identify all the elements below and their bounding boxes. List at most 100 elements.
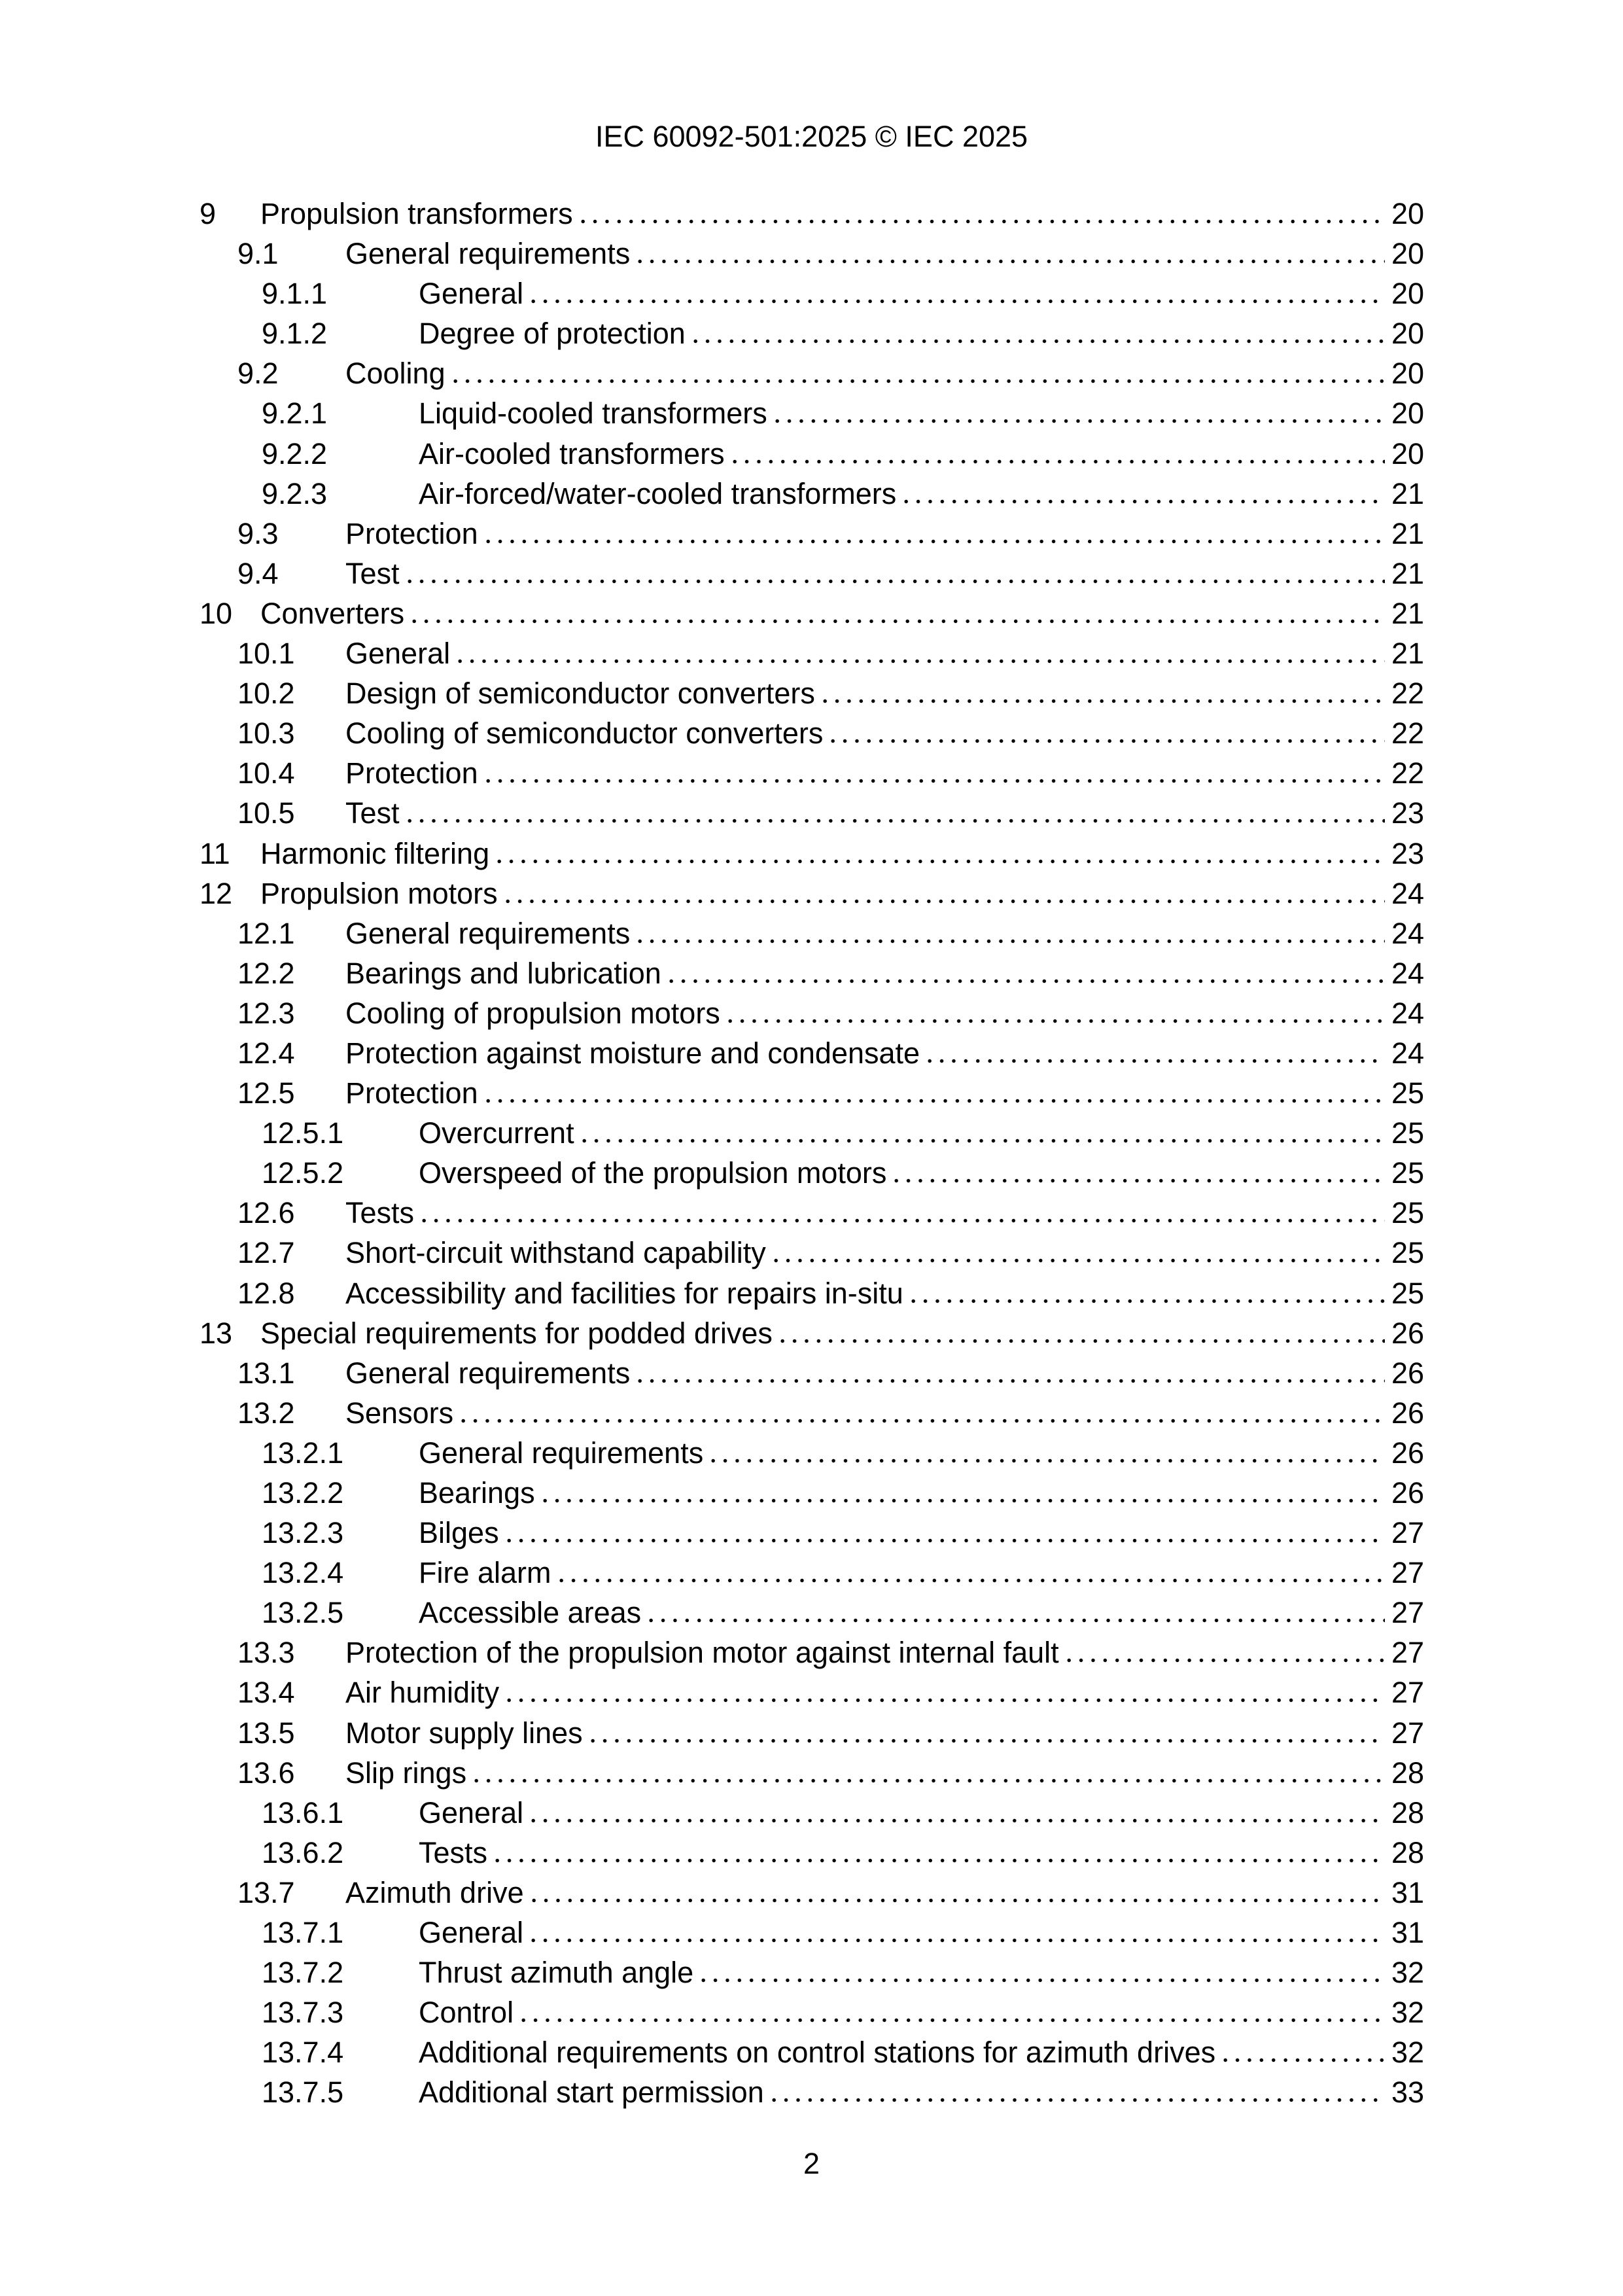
dot-leader (491, 1858, 1385, 1863)
toc-entry-number: 13.2.1 (262, 1436, 344, 1470)
toc-entry-title: Special requirements for podded drives (260, 1316, 773, 1350)
toc-entry-number: 9.2.1 (262, 397, 328, 431)
toc-entry-number: 13.6.1 (262, 1795, 344, 1829)
toc-entry: 13.6 Slip rings 28 (200, 1753, 1424, 1793)
toc-entry-title: Propulsion transformers (260, 197, 573, 230)
table-of-contents: 9 Propulsion transformers 20 9.1 General… (200, 194, 1424, 2113)
toc-entry-title: Accessibility and facilities for repairs… (345, 1276, 903, 1310)
toc-entry-page: 22 (1391, 756, 1424, 790)
dot-leader (481, 779, 1385, 784)
toc-entry: 10.4 Protection 22 (200, 753, 1424, 793)
toc-entry-page: 20 (1391, 397, 1424, 431)
toc-entry-number: 9.2.2 (262, 436, 328, 470)
dot-leader (771, 419, 1385, 424)
toc-entry-title: Bilges (419, 1516, 499, 1550)
dot-leader (1062, 1658, 1385, 1663)
dot-leader (517, 2018, 1385, 2023)
toc-entry: 12.4 Protection against moisture and con… (200, 1033, 1424, 1073)
toc-entry-number: 12.7 (237, 1236, 295, 1270)
toc-entry-title: Short-circuit withstand capability (345, 1236, 766, 1270)
dot-leader (578, 1139, 1385, 1144)
toc-entry-title: Additional requirements on control stati… (419, 2036, 1216, 2070)
toc-entry-title: Air-cooled transformers (419, 436, 725, 470)
toc-entry: 9.4 Test 21 (200, 554, 1424, 593)
dot-leader (501, 898, 1385, 904)
toc-entry-title: Motor supply lines (345, 1716, 583, 1750)
toc-entry-page: 24 (1391, 916, 1424, 950)
toc-entry-page: 21 (1391, 556, 1424, 590)
toc-entry-number: 13.6 (237, 1756, 295, 1790)
dot-leader (403, 578, 1385, 584)
toc-entry-number: 13.7 (237, 1875, 295, 1909)
toc-entry-number: 10.2 (237, 677, 295, 711)
toc-entry: 9.1.2 Degree of protection 20 (200, 313, 1424, 353)
toc-entry-title: Protection (345, 756, 478, 790)
toc-entry-number: 10 (200, 596, 233, 630)
toc-entry-number: 11 (200, 836, 230, 870)
toc-entry-title: Additional start permission (419, 2075, 764, 2110)
toc-entry-page: 25 (1391, 1196, 1424, 1230)
toc-entry-number: 12.6 (237, 1196, 295, 1230)
toc-entry: 9.2.3 Air-forced/water-cooled transforme… (200, 474, 1424, 514)
toc-entry-title: Thrust azimuth angle (419, 1956, 694, 1990)
toc-entry-title: Test (345, 556, 400, 590)
toc-entry: 13.2.4 Fire alarm 27 (200, 1553, 1424, 1593)
toc-entry-page: 28 (1391, 1756, 1424, 1790)
dot-leader (418, 1218, 1385, 1224)
dot-leader (728, 459, 1385, 464)
toc-entry-page: 26 (1391, 1396, 1424, 1430)
dot-leader (767, 2098, 1385, 2103)
toc-entry-title: Overcurrent (419, 1116, 574, 1150)
toc-entry: 10.5 Test 23 (200, 793, 1424, 833)
toc-entry-number: 9.2.3 (262, 476, 328, 510)
toc-entry-title: Design of semiconductor converters (345, 677, 815, 711)
toc-entry-title: Tests (345, 1196, 415, 1230)
toc-entry-page: 20 (1391, 357, 1424, 391)
toc-entry-number: 12.1 (237, 916, 295, 950)
dot-leader (502, 1538, 1385, 1544)
toc-entry-page: 26 (1391, 1476, 1424, 1510)
page-number: 2 (803, 2147, 820, 2180)
toc-entry: 13.4 Air humidity 27 (200, 1672, 1424, 1712)
toc-entry-page: 28 (1391, 1835, 1424, 1869)
toc-entry-page: 22 (1391, 716, 1424, 751)
toc-entry-title: Converters (260, 596, 405, 630)
dot-leader (586, 1738, 1385, 1743)
toc-entry-number: 10.1 (237, 637, 295, 671)
toc-entry: 13.2.5 Accessible areas 27 (200, 1593, 1424, 1633)
toc-entry-title: General (419, 277, 524, 311)
dot-leader (403, 819, 1385, 824)
dot-leader (900, 499, 1385, 504)
toc-entry-page: 32 (1391, 2036, 1424, 2070)
toc-entry: 12.7 Short-circuit withstand capability … (200, 1233, 1424, 1273)
toc-entry-page: 21 (1391, 476, 1424, 510)
toc-entry-title: Test (345, 796, 400, 830)
toc-entry: 9.1 General requirements 20 (200, 234, 1424, 274)
toc-entry-title: Protection (345, 1076, 478, 1110)
dot-leader (634, 1378, 1385, 1383)
toc-entry-number: 13.5 (237, 1716, 295, 1750)
toc-entry-title: Propulsion motors (260, 876, 498, 910)
toc-entry-page: 25 (1391, 1276, 1424, 1310)
toc-entry: 13.7 Azimuth drive 31 (200, 1873, 1424, 1913)
toc-entry-title: Cooling of propulsion motors (345, 996, 720, 1030)
dot-leader (634, 938, 1385, 944)
toc-entry-page: 27 (1391, 1556, 1424, 1590)
dot-leader (776, 1338, 1385, 1343)
toc-entry-title: General requirements (345, 237, 631, 271)
toc-entry: 13.7.5 Additional start permission 33 (200, 2072, 1424, 2112)
toc-entry-page: 26 (1391, 1436, 1424, 1470)
toc-entry-page: 20 (1391, 317, 1424, 351)
toc-entry-title: Degree of protection (419, 317, 686, 351)
toc-entry-page: 32 (1391, 1996, 1424, 2030)
toc-entry: 13.5 Motor supply lines 27 (200, 1713, 1424, 1753)
toc-entry-number: 9.1.1 (262, 277, 328, 311)
toc-entry-title: Air-forced/water-cooled transformers (419, 476, 897, 510)
dot-leader (493, 858, 1385, 864)
toc-entry-page: 28 (1391, 1795, 1424, 1829)
toc-entry: 10 Converters 21 (200, 593, 1424, 633)
toc-entry-number: 10.4 (237, 756, 295, 790)
toc-entry: 13.7.1 General 31 (200, 1913, 1424, 1952)
toc-entry: 9.2 Cooling 20 (200, 353, 1424, 393)
toc-entry-number: 13.2.3 (262, 1516, 344, 1550)
